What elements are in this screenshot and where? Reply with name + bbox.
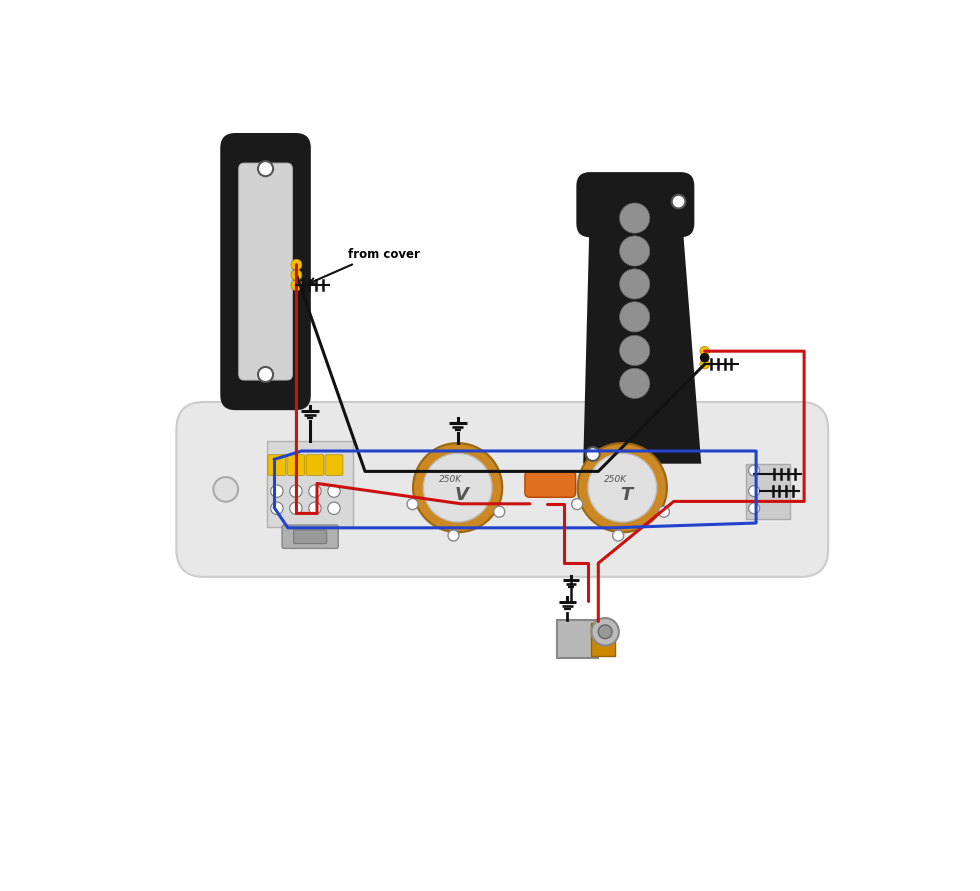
Polygon shape — [583, 200, 702, 463]
FancyBboxPatch shape — [525, 471, 575, 497]
FancyBboxPatch shape — [325, 454, 343, 475]
Circle shape — [619, 368, 650, 398]
Text: from cover: from cover — [348, 249, 419, 261]
Circle shape — [619, 269, 650, 299]
Text: V: V — [455, 486, 468, 503]
Circle shape — [494, 506, 505, 517]
Bar — [592, 623, 615, 656]
Circle shape — [290, 503, 302, 514]
Circle shape — [290, 485, 302, 497]
FancyBboxPatch shape — [306, 454, 323, 475]
Circle shape — [700, 359, 710, 369]
Bar — [268, 477, 353, 490]
Circle shape — [309, 503, 321, 514]
Bar — [558, 620, 599, 658]
FancyBboxPatch shape — [287, 454, 305, 475]
FancyBboxPatch shape — [239, 163, 292, 380]
FancyBboxPatch shape — [282, 525, 338, 548]
Circle shape — [423, 454, 492, 522]
Circle shape — [448, 530, 459, 541]
FancyBboxPatch shape — [294, 530, 326, 544]
Circle shape — [659, 506, 669, 517]
Circle shape — [291, 280, 302, 290]
Circle shape — [270, 485, 283, 497]
Circle shape — [571, 499, 583, 510]
Text: T: T — [620, 486, 632, 503]
Circle shape — [619, 302, 650, 332]
Circle shape — [701, 354, 709, 362]
Circle shape — [413, 443, 502, 532]
Text: 250K: 250K — [604, 475, 627, 484]
Circle shape — [291, 269, 302, 281]
FancyBboxPatch shape — [576, 172, 695, 237]
Circle shape — [749, 465, 760, 476]
FancyBboxPatch shape — [268, 454, 286, 475]
Circle shape — [671, 195, 685, 208]
Circle shape — [749, 486, 760, 496]
Circle shape — [258, 161, 273, 176]
Circle shape — [407, 499, 418, 510]
Circle shape — [309, 485, 321, 497]
Circle shape — [700, 347, 710, 356]
Circle shape — [612, 530, 623, 541]
Circle shape — [270, 503, 283, 514]
Circle shape — [258, 367, 273, 382]
Circle shape — [619, 236, 650, 266]
Circle shape — [592, 618, 619, 645]
Circle shape — [328, 503, 340, 514]
Circle shape — [291, 259, 302, 270]
Circle shape — [588, 454, 657, 522]
Bar — [746, 463, 791, 519]
Circle shape — [619, 203, 650, 233]
Circle shape — [586, 447, 600, 461]
Text: 250K: 250K — [439, 475, 463, 484]
Bar — [268, 441, 353, 527]
Circle shape — [214, 477, 238, 502]
FancyBboxPatch shape — [220, 133, 311, 410]
Circle shape — [749, 503, 760, 514]
Circle shape — [578, 443, 667, 532]
Circle shape — [599, 625, 612, 639]
FancyBboxPatch shape — [176, 402, 828, 576]
Circle shape — [328, 485, 340, 497]
Circle shape — [619, 335, 650, 365]
